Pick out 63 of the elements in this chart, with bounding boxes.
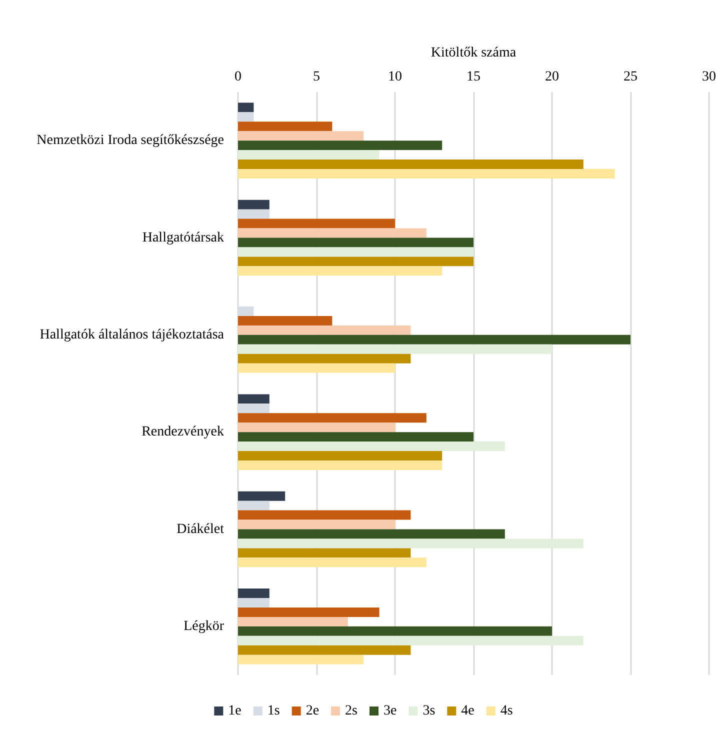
bar	[238, 548, 411, 558]
bar	[238, 102, 254, 112]
bar	[238, 616, 348, 626]
y-tick-label: Hallgatók általános tájékoztatása	[40, 327, 225, 342]
bar	[238, 588, 270, 598]
legend-label: 4e	[461, 704, 474, 718]
legend-label: 3s	[422, 704, 436, 718]
bar	[238, 413, 426, 423]
bar	[238, 520, 395, 530]
bar	[238, 344, 552, 354]
bar	[238, 131, 364, 141]
bar	[238, 538, 584, 548]
x-tick-label: 25	[624, 70, 638, 84]
y-tick-label: Légkör	[184, 618, 224, 634]
legend-label: 3e	[384, 704, 397, 718]
bar	[238, 558, 426, 568]
bar	[238, 325, 411, 335]
bar	[238, 510, 411, 520]
bar	[238, 626, 552, 636]
bar	[238, 256, 474, 266]
legend-label: 2e	[306, 704, 320, 718]
bar	[238, 160, 584, 170]
legend-label: 2s	[345, 704, 358, 718]
bar	[238, 354, 411, 364]
bar	[238, 140, 442, 150]
bar	[238, 266, 442, 276]
x-tick-label: 15	[466, 70, 480, 84]
bar	[238, 451, 442, 461]
bar	[238, 218, 395, 228]
bar	[238, 442, 505, 452]
x-tick-label: 30	[702, 70, 716, 84]
x-tick-label: 5	[313, 70, 320, 84]
y-tick-label: Rendezvények	[142, 424, 224, 440]
bar	[238, 122, 332, 132]
x-tick-label: 0	[234, 70, 242, 84]
legend-label: 1s	[267, 704, 280, 718]
bar	[238, 169, 615, 178]
bar	[238, 645, 411, 655]
bar	[238, 607, 380, 617]
bar	[238, 636, 584, 646]
bar	[238, 150, 380, 160]
bar	[238, 363, 395, 373]
legend-label: 1e	[228, 704, 242, 718]
y-tick-label: Hallgatótársak	[142, 230, 224, 246]
bar	[238, 529, 505, 539]
legend-label: 4s	[500, 704, 513, 718]
x-tick-label: 10	[388, 70, 402, 84]
bar	[238, 316, 332, 326]
bar	[238, 228, 426, 238]
bar	[238, 491, 286, 501]
x-tick-label: 20	[545, 70, 559, 84]
bar	[238, 654, 364, 664]
x-axis-title: Kitöltők száma	[430, 46, 517, 60]
y-tick-label: Nemzetközi Iroda segítőkészsége	[36, 133, 224, 148]
bar	[238, 238, 474, 248]
y-tick-label: Diákélet	[176, 522, 224, 537]
bar	[238, 460, 442, 470]
bar	[238, 422, 395, 432]
bar	[238, 432, 474, 442]
bar	[238, 247, 474, 257]
bar	[238, 394, 270, 404]
bar	[238, 334, 630, 344]
bar	[238, 200, 270, 210]
